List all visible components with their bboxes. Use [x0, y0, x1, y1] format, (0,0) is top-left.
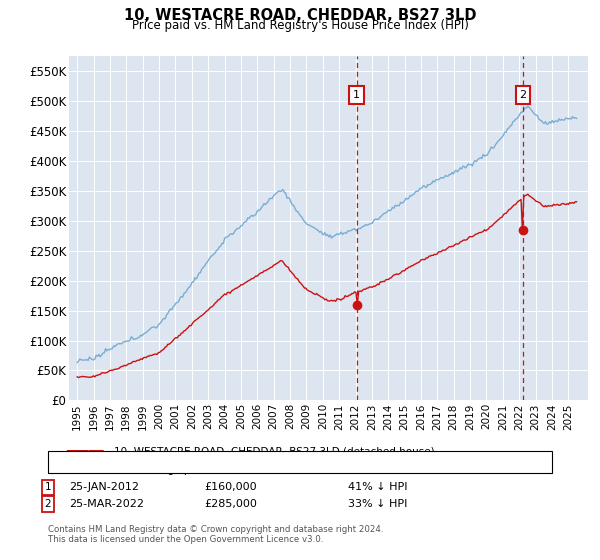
Text: ─────: ─────: [66, 445, 104, 459]
Text: 25-JAN-2012: 25-JAN-2012: [69, 482, 139, 492]
Text: Contains HM Land Registry data © Crown copyright and database right 2024.
This d: Contains HM Land Registry data © Crown c…: [48, 525, 383, 544]
Text: ─────: ─────: [66, 463, 104, 477]
Text: 41% ↓ HPI: 41% ↓ HPI: [348, 482, 407, 492]
Text: 33% ↓ HPI: 33% ↓ HPI: [348, 499, 407, 509]
Text: HPI: Average price, detached house, Somerset: HPI: Average price, detached house, Some…: [114, 465, 357, 475]
Text: Price paid vs. HM Land Registry's House Price Index (HPI): Price paid vs. HM Land Registry's House …: [131, 19, 469, 32]
Text: 10, WESTACRE ROAD, CHEDDAR, BS27 3LD (detached house): 10, WESTACRE ROAD, CHEDDAR, BS27 3LD (de…: [114, 447, 434, 457]
Text: 10, WESTACRE ROAD, CHEDDAR, BS27 3LD: 10, WESTACRE ROAD, CHEDDAR, BS27 3LD: [124, 8, 476, 24]
Text: £160,000: £160,000: [204, 482, 257, 492]
Text: 2: 2: [520, 90, 527, 100]
Text: 1: 1: [44, 482, 52, 492]
Text: 2: 2: [44, 499, 52, 509]
Text: 25-MAR-2022: 25-MAR-2022: [69, 499, 144, 509]
Text: £285,000: £285,000: [204, 499, 257, 509]
Text: 1: 1: [353, 90, 360, 100]
